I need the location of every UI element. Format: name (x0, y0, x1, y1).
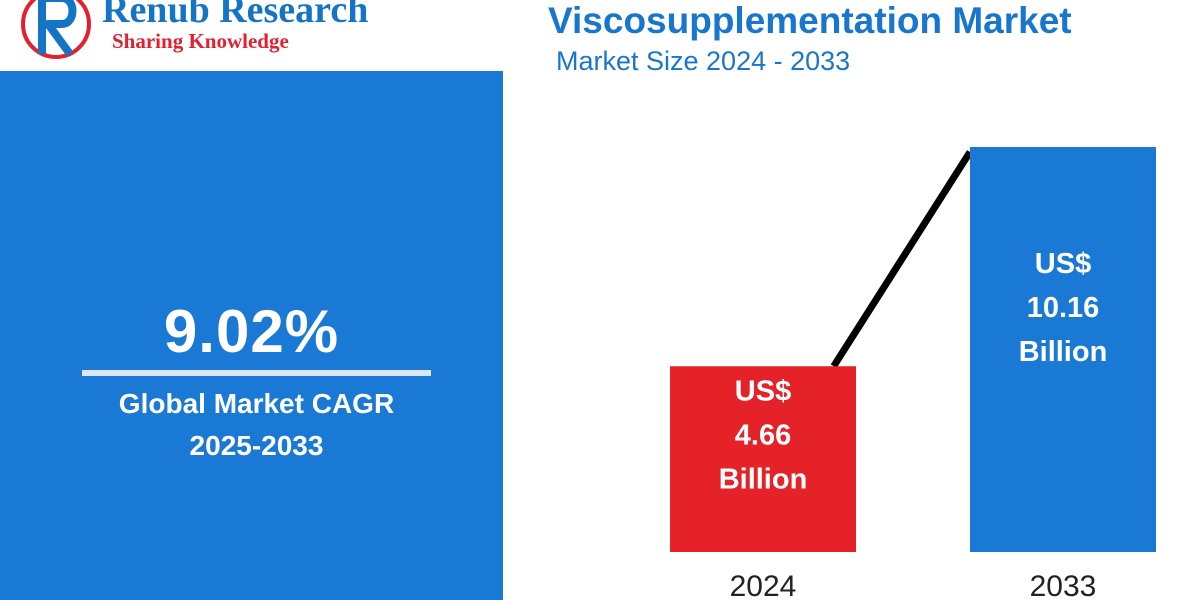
chart-title: Viscosupplementation Market (548, 0, 1072, 41)
x-tick-label-2033: 2033 (1030, 570, 1097, 600)
cagr-label: Global Market CAGR 2025-2033 (0, 383, 513, 467)
bar-value-label-2024-1: US$ (735, 375, 791, 407)
renub-research-logo: Renub Research Sharing Knowledge (14, 0, 394, 60)
growth-trend-line (830, 150, 973, 369)
cagr-label-line2: 2025-2033 (189, 430, 324, 461)
brand-name: Renub Research (102, 0, 369, 31)
renub-r-logo-icon (21, 0, 91, 59)
bar-value-label-2024-2: 4.66 (735, 419, 791, 451)
x-tick-label-2024: 2024 (730, 570, 797, 600)
bar-value-label-2033-2: 10.16 (1027, 292, 1100, 324)
cagr-label-line1: Global Market CAGR (118, 388, 395, 419)
bar-2024 (670, 366, 856, 552)
bar-value-label-2024-3: Billion (719, 463, 808, 495)
market-size-bar-chart: US$ 4.66 Billion US$ 10.16 Billion 2024 2033 (670, 147, 1156, 600)
cagr-value: 9.02% (163, 298, 340, 365)
bar-value-label-2033-1: US$ (1035, 248, 1091, 280)
cagr-panel: 9.02% Global Market CAGR 2025-2033 (0, 71, 503, 600)
cagr-divider (82, 370, 431, 376)
brand-tagline: Sharing Knowledge (112, 29, 289, 53)
chart-subtitle: Market Size 2024 - 2033 (556, 46, 851, 76)
bar-value-label-2033-3: Billion (1019, 336, 1108, 368)
bar-2033 (970, 147, 1156, 552)
